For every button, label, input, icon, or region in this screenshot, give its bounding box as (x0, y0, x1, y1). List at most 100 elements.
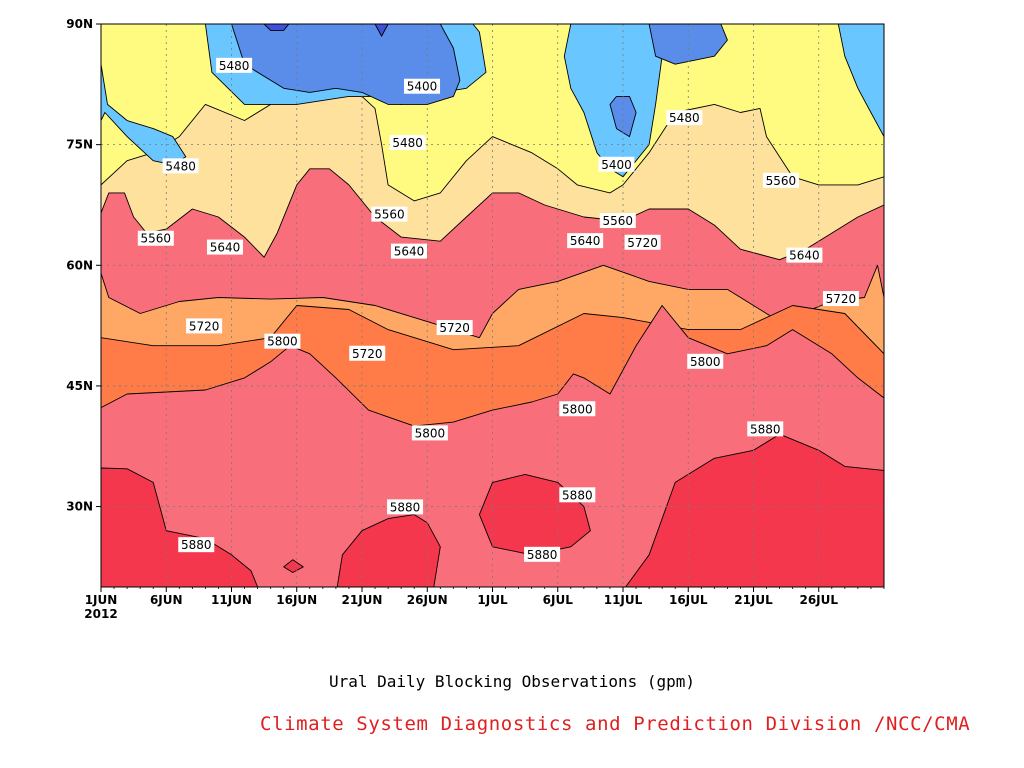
y-tick-label: 75N (66, 138, 93, 152)
contour-label-text: 5560 (141, 232, 172, 246)
contour-label-text: 5400 (407, 80, 438, 94)
contour-label: 5640 (206, 239, 243, 255)
contour-label-text: 5480 (669, 111, 700, 125)
x-tick-label: 6JUN (150, 593, 183, 607)
contour-label-text: 5640 (789, 249, 820, 263)
contour-band-darkest (263, 24, 290, 31)
contour-label: 5720 (624, 234, 661, 250)
contour-label-text: 5720 (352, 347, 383, 361)
contour-label-bg (371, 206, 408, 222)
contour-label: 5560 (599, 213, 636, 229)
contour-label-bg (762, 172, 799, 188)
contour-label-bg (178, 537, 215, 553)
contour-label: 5800 (264, 333, 301, 349)
x-tick-label: 26JUN (407, 593, 448, 607)
contour-label: 5880 (387, 499, 424, 515)
contour-label-text: 5560 (766, 174, 797, 188)
contour-label-text: 5640 (570, 234, 601, 248)
x-tick-label: 11JUN (211, 593, 252, 607)
contour-label-text: 5880 (390, 500, 421, 514)
contour-label: 5560 (137, 230, 174, 246)
x-tick-label: 16JUN (276, 593, 317, 607)
contour-label: 5720 (822, 291, 859, 307)
contour-label-bg (436, 320, 473, 336)
axis-ticks: 1JUN 6JUN 11JUN 16JUN 21JUN 26JUN 1JUL 6JUL 11JU… (66, 17, 885, 621)
contour-band-above_5880 (101, 467, 259, 587)
contour-label-bg (747, 421, 784, 437)
contour-band-5400_5480 (837, 24, 884, 138)
contour-label-bg (559, 487, 596, 503)
x-tick-label: 26JUL (799, 593, 838, 607)
contour-label-text: 5800 (690, 355, 721, 369)
x-tick-label: 1JUL (477, 593, 508, 607)
contour-label: 5720 (436, 320, 473, 336)
contour-label-bg (666, 110, 703, 126)
contour-label: 5640 (786, 247, 823, 263)
contour-label-bg (390, 243, 427, 259)
contour-label-text: 5880 (562, 488, 593, 502)
credit-line: Climate System Diagnostics and Predictio… (260, 713, 971, 735)
grid-lines (101, 24, 884, 587)
contour-label-text: 5480 (392, 136, 423, 150)
chart-title: Ural Daily Blocking Observations (gpm) (328, 672, 696, 691)
contour-label-bg (559, 401, 596, 417)
contour-label: 5800 (687, 353, 724, 369)
contour-label-text: 5640 (394, 245, 425, 259)
contour-label: 5640 (567, 233, 604, 249)
contour-label-text: 5880 (181, 538, 212, 552)
contour-band-above_5880 (283, 559, 304, 573)
contour-band-below_5400 (231, 24, 461, 105)
contour-label: 5480 (162, 158, 199, 174)
contour-label: 5400 (404, 78, 441, 94)
contour-label-bg (599, 213, 636, 229)
x-year-label: 2012 (84, 607, 117, 621)
contour-label: 5400 (598, 156, 635, 172)
y-tick-label: 45N (66, 379, 93, 393)
contour-label-text: 5640 (210, 241, 241, 255)
contour-label-text: 5720 (439, 321, 470, 335)
contour-label-bg (137, 230, 174, 246)
contour-label-bg (524, 546, 561, 562)
x-tick-label: 21JUL (734, 593, 773, 607)
contour-label-text: 5800 (562, 402, 593, 416)
contour-label: 5880 (178, 537, 215, 553)
contour-label-text: 5880 (527, 548, 558, 562)
x-tick-label: 21JUN (342, 593, 383, 607)
contour-label: 5880 (559, 487, 596, 503)
contour-label-bg (387, 499, 424, 515)
contour-label-text: 5880 (750, 422, 781, 436)
contour-label-bg (786, 247, 823, 263)
contour-label-bg (411, 425, 448, 441)
contour-label: 5560 (371, 206, 408, 222)
contour-label: 5640 (390, 243, 427, 259)
contour-label-bg (687, 353, 724, 369)
contour-label-text: 5720 (826, 292, 857, 306)
y-tick-label: 90N (66, 17, 93, 31)
contour-label: 5800 (411, 425, 448, 441)
contour-label-text: 5720 (189, 319, 220, 333)
contour-label-bg (598, 156, 635, 172)
contour-band-below_5400 (609, 95, 637, 138)
contour-band-below_5400 (648, 24, 728, 65)
contour-label-text: 5800 (267, 335, 298, 349)
x-tick-label: 11JUL (604, 593, 643, 607)
contour-label-bg (349, 345, 386, 361)
contour-label: 5480 (389, 135, 426, 151)
y-tick-label: 60N (66, 258, 93, 272)
y-tick-label: 30N (66, 500, 93, 514)
contour-label-text: 5720 (627, 236, 658, 250)
contour-label-text: 5560 (374, 208, 405, 222)
contour-label: 5720 (186, 318, 223, 334)
contour-label-text: 5560 (603, 214, 634, 228)
contour-label-text: 5480 (219, 59, 250, 73)
contour-label-text: 5800 (415, 426, 446, 440)
contour-label-bg (822, 291, 859, 307)
contour-labels: 5480 5400 5480 5480 5400 5480 5560 5560 5560 5560… (137, 57, 859, 562)
x-tick-label: 6JUL (543, 593, 574, 607)
contour-label-bg (389, 135, 426, 151)
contour-label: 5480 (666, 110, 703, 126)
contour-label-text: 5480 (165, 159, 196, 173)
contour-label-bg (186, 318, 223, 334)
contour-label-bg (404, 78, 441, 94)
